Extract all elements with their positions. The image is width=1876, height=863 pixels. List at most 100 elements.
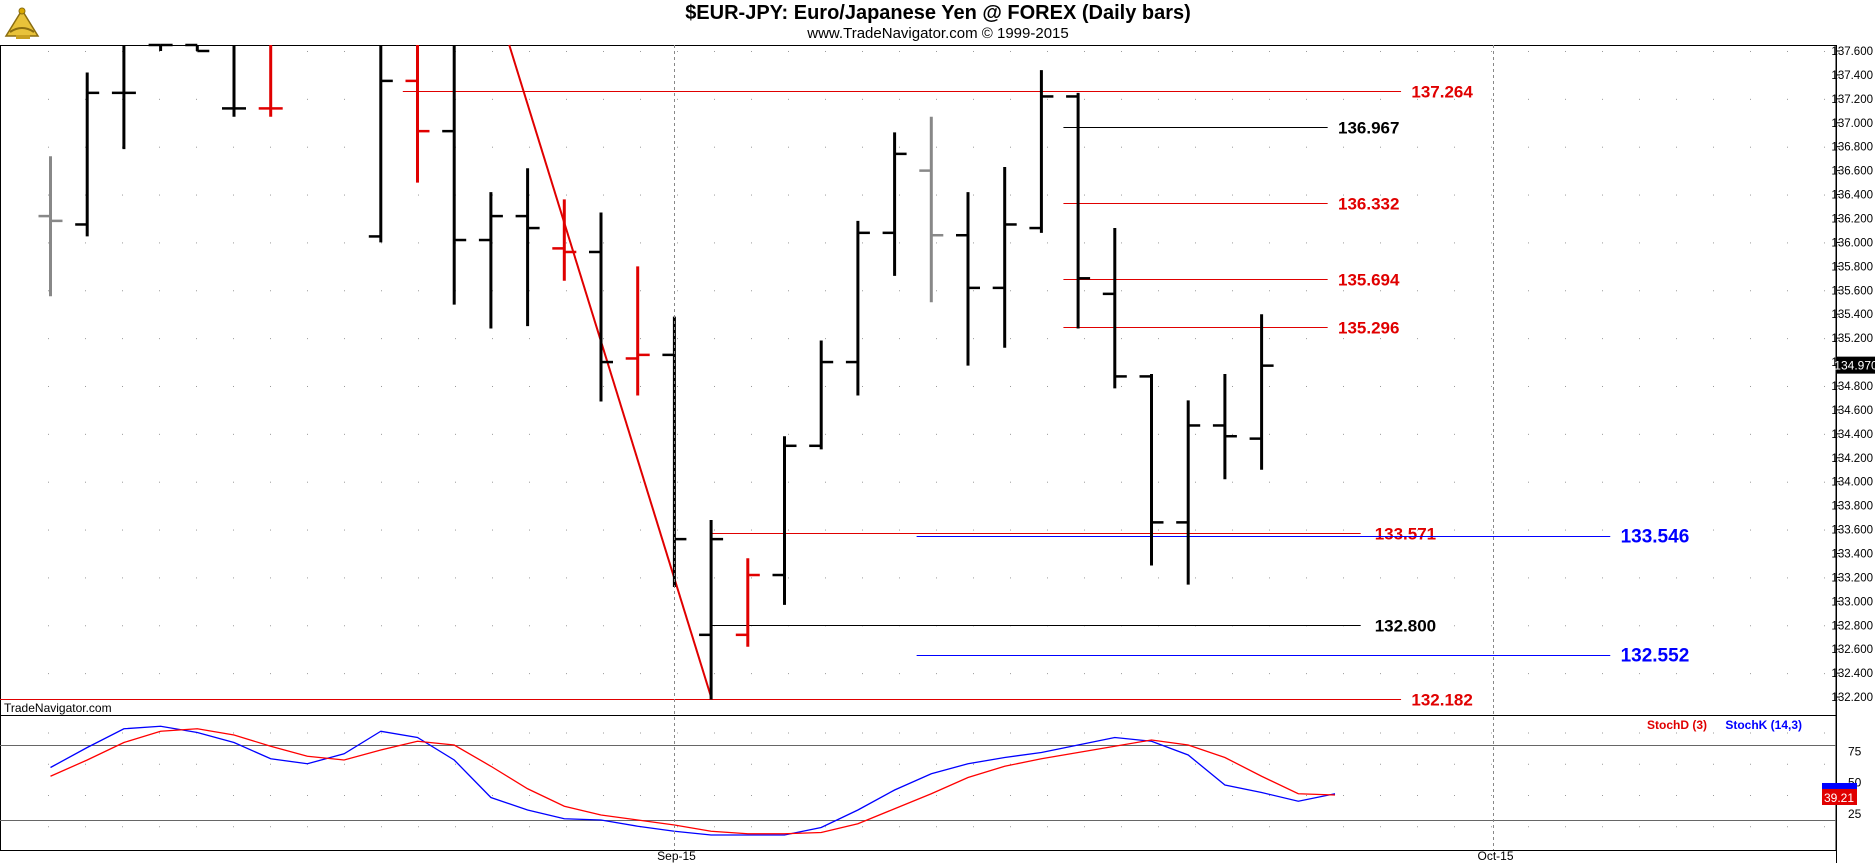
grid-dot bbox=[1824, 50, 1825, 52]
price-panel: 137.600 137.400 137.200 137.000 136.800 136.6… bbox=[0, 43, 1876, 863]
grid-dot bbox=[1454, 146, 1455, 148]
grid-dot bbox=[418, 763, 419, 765]
grid-dot bbox=[1750, 146, 1751, 148]
grid-dot bbox=[1713, 242, 1714, 244]
grid-dot bbox=[1195, 290, 1196, 292]
grid-dot bbox=[1417, 577, 1418, 579]
grid-dot bbox=[862, 529, 863, 531]
grid-dot bbox=[1787, 795, 1788, 796]
grid-dot bbox=[1824, 763, 1825, 765]
grid-dot bbox=[196, 290, 197, 292]
grid-dot bbox=[455, 763, 456, 765]
grid-dot bbox=[1158, 577, 1159, 579]
grid-dot bbox=[1380, 194, 1381, 196]
grid-dot bbox=[1010, 338, 1011, 340]
grid-dot bbox=[1491, 98, 1492, 100]
grid-dot bbox=[640, 194, 641, 196]
grid-dot bbox=[603, 146, 604, 148]
ohlc-bar bbox=[38, 156, 63, 297]
grid-dot bbox=[1121, 290, 1122, 292]
grid-dot bbox=[1676, 146, 1677, 148]
grid-dot bbox=[1084, 98, 1085, 100]
grid-dot bbox=[1084, 50, 1085, 52]
grid-dot bbox=[677, 481, 678, 483]
grid-dot bbox=[1602, 146, 1603, 148]
grid-dot bbox=[270, 242, 271, 244]
grid-dot bbox=[1750, 242, 1751, 244]
grid-dot bbox=[825, 433, 826, 435]
grid-dot bbox=[196, 763, 197, 765]
grid-dot bbox=[159, 194, 160, 196]
grid-dot bbox=[85, 481, 86, 483]
price-tick-label: 136.200 bbox=[1831, 213, 1873, 225]
grid-dot bbox=[270, 826, 271, 828]
grid-dot bbox=[899, 481, 900, 483]
grid-dot bbox=[1750, 385, 1751, 387]
grid-dot bbox=[1269, 826, 1270, 828]
grid-dot bbox=[677, 826, 678, 828]
grid-dot bbox=[751, 146, 752, 148]
grid-dot bbox=[1232, 194, 1233, 196]
grid-dot bbox=[1454, 290, 1455, 292]
grid-dot bbox=[196, 529, 197, 531]
grid-dot bbox=[640, 242, 641, 244]
grid-dot bbox=[1343, 481, 1344, 483]
grid-dot bbox=[455, 385, 456, 387]
grid-dot bbox=[1343, 385, 1344, 387]
grid-dot bbox=[1454, 433, 1455, 435]
grid-dot bbox=[529, 290, 530, 292]
grid-dot bbox=[1565, 826, 1566, 828]
grid-dot bbox=[1417, 625, 1418, 627]
grid-dot bbox=[640, 625, 641, 627]
grid-dot bbox=[973, 385, 974, 387]
grid-dot bbox=[1602, 763, 1603, 765]
grid-dot bbox=[862, 98, 863, 100]
grid-dot bbox=[1380, 338, 1381, 340]
grid-dot bbox=[1750, 290, 1751, 292]
grid-dot bbox=[344, 98, 345, 100]
grid-dot bbox=[1306, 338, 1307, 340]
grid-dot bbox=[640, 385, 641, 387]
grid-dot bbox=[529, 50, 530, 52]
grid-dot bbox=[270, 385, 271, 387]
grid-dot bbox=[233, 338, 234, 340]
grid-dot bbox=[936, 146, 937, 148]
grid-dot bbox=[1602, 625, 1603, 627]
grid-dot bbox=[492, 338, 493, 340]
grid-dot bbox=[1639, 577, 1640, 579]
grid-dot bbox=[233, 242, 234, 244]
grid-dot bbox=[1676, 433, 1677, 435]
price-tick-label: 136.800 bbox=[1831, 142, 1873, 154]
grid-dot bbox=[529, 673, 530, 675]
grid-dot bbox=[1454, 826, 1455, 828]
grid-dot bbox=[1306, 146, 1307, 148]
grid-dot bbox=[455, 577, 456, 579]
price-tick-label: 134.200 bbox=[1831, 453, 1873, 465]
grid-dot bbox=[1602, 529, 1603, 531]
price-tick-label: 132.600 bbox=[1831, 644, 1873, 656]
grid-dot bbox=[751, 481, 752, 483]
grid-dot bbox=[825, 242, 826, 244]
grid-dot bbox=[1787, 481, 1788, 483]
grid-dot bbox=[751, 433, 752, 435]
grid-dot bbox=[1380, 433, 1381, 435]
grid-dot bbox=[159, 529, 160, 531]
grid-dot bbox=[1121, 242, 1122, 244]
level-label: 135.694 bbox=[1338, 271, 1400, 290]
grid-dot bbox=[751, 50, 752, 52]
grid-dot bbox=[603, 290, 604, 292]
ohlc-bar bbox=[772, 436, 797, 605]
grid-dot bbox=[1195, 146, 1196, 148]
grid-dot bbox=[1084, 433, 1085, 435]
ohlc-bar bbox=[1066, 92, 1091, 329]
grid-dot bbox=[418, 481, 419, 483]
grid-dot bbox=[1380, 529, 1381, 531]
grid-dot bbox=[455, 795, 456, 796]
grid-dot bbox=[640, 577, 641, 579]
grid-dot bbox=[1713, 194, 1714, 196]
grid-dot bbox=[936, 385, 937, 387]
grid-dot bbox=[1750, 50, 1751, 52]
grid-dot bbox=[566, 826, 567, 828]
price-tick-label: 135.800 bbox=[1831, 261, 1873, 273]
grid-dot bbox=[825, 338, 826, 340]
